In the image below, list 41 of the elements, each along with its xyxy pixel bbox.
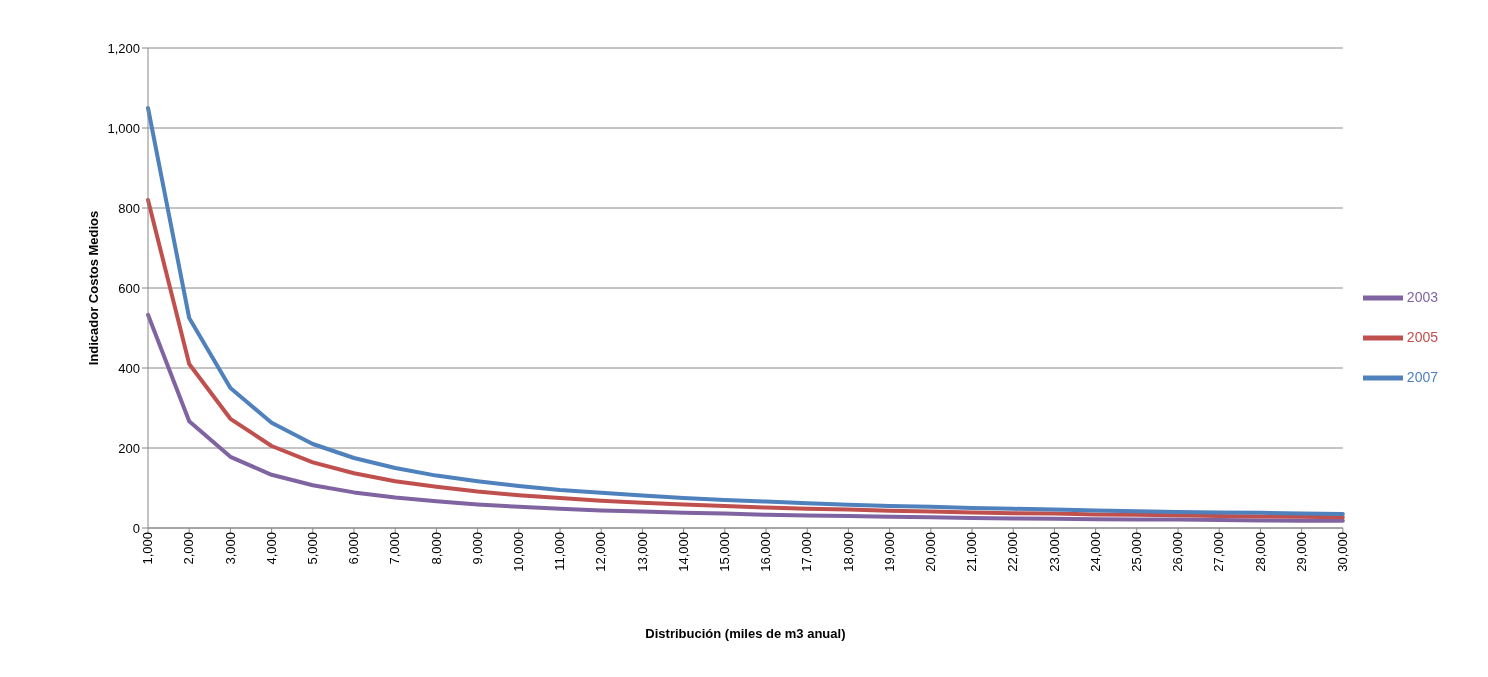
y-tick-label: 400	[118, 360, 140, 376]
x-tick-label: 14,000	[675, 532, 691, 572]
x-tick-label: 18,000	[840, 532, 856, 572]
x-tick-label: 16,000	[758, 532, 774, 572]
x-tick-label: 19,000	[881, 532, 897, 572]
y-tick-label: 800	[118, 200, 140, 216]
x-tick-label: 15,000	[717, 532, 733, 572]
y-tick-label: 1,000	[107, 120, 140, 136]
legend-label: 2003	[1406, 288, 1438, 305]
x-tick-label: 6,000	[346, 532, 362, 565]
y-tick-label: 1,200	[107, 40, 140, 56]
x-tick-label: 4,000	[263, 532, 279, 565]
legend-label: 2005	[1406, 328, 1438, 345]
x-tick-label: 22,000	[1005, 532, 1021, 572]
x-tick-label: 28,000	[1252, 532, 1268, 572]
x-tick-label: 2,000	[181, 532, 197, 565]
x-tick-label: 17,000	[799, 532, 815, 572]
x-axis-title: Distribución (miles de m3 anual)	[645, 626, 846, 641]
y-axis-title: Indicador Costos Medios	[85, 210, 101, 366]
x-tick-label: 24,000	[1087, 532, 1103, 572]
x-tick-label: 26,000	[1170, 532, 1186, 572]
x-tick-label: 12,000	[593, 532, 609, 572]
y-tick-label: 600	[118, 280, 140, 296]
x-tick-label: 5,000	[305, 532, 321, 565]
x-tick-label: 9,000	[469, 532, 485, 565]
x-tick-label: 11,000	[552, 532, 568, 571]
y-tick-label: 200	[118, 440, 140, 456]
x-tick-label: 8,000	[428, 532, 444, 565]
x-tick-label: 27,000	[1211, 532, 1227, 572]
x-tick-label: 29,000	[1293, 532, 1309, 572]
x-tick-label: 20,000	[923, 532, 939, 572]
x-tick-label: 7,000	[387, 532, 403, 565]
legend-label: 2007	[1406, 368, 1438, 385]
x-tick-label: 3,000	[222, 532, 238, 565]
x-tick-label: 23,000	[1046, 532, 1062, 572]
x-tick-label: 25,000	[1129, 532, 1145, 572]
y-tick-label: 0	[132, 520, 140, 536]
x-tick-label: 10,000	[511, 532, 527, 572]
x-tick-label: 30,000	[1335, 532, 1351, 572]
x-tick-label: 13,000	[634, 532, 650, 572]
x-tick-label: 21,000	[964, 532, 980, 572]
